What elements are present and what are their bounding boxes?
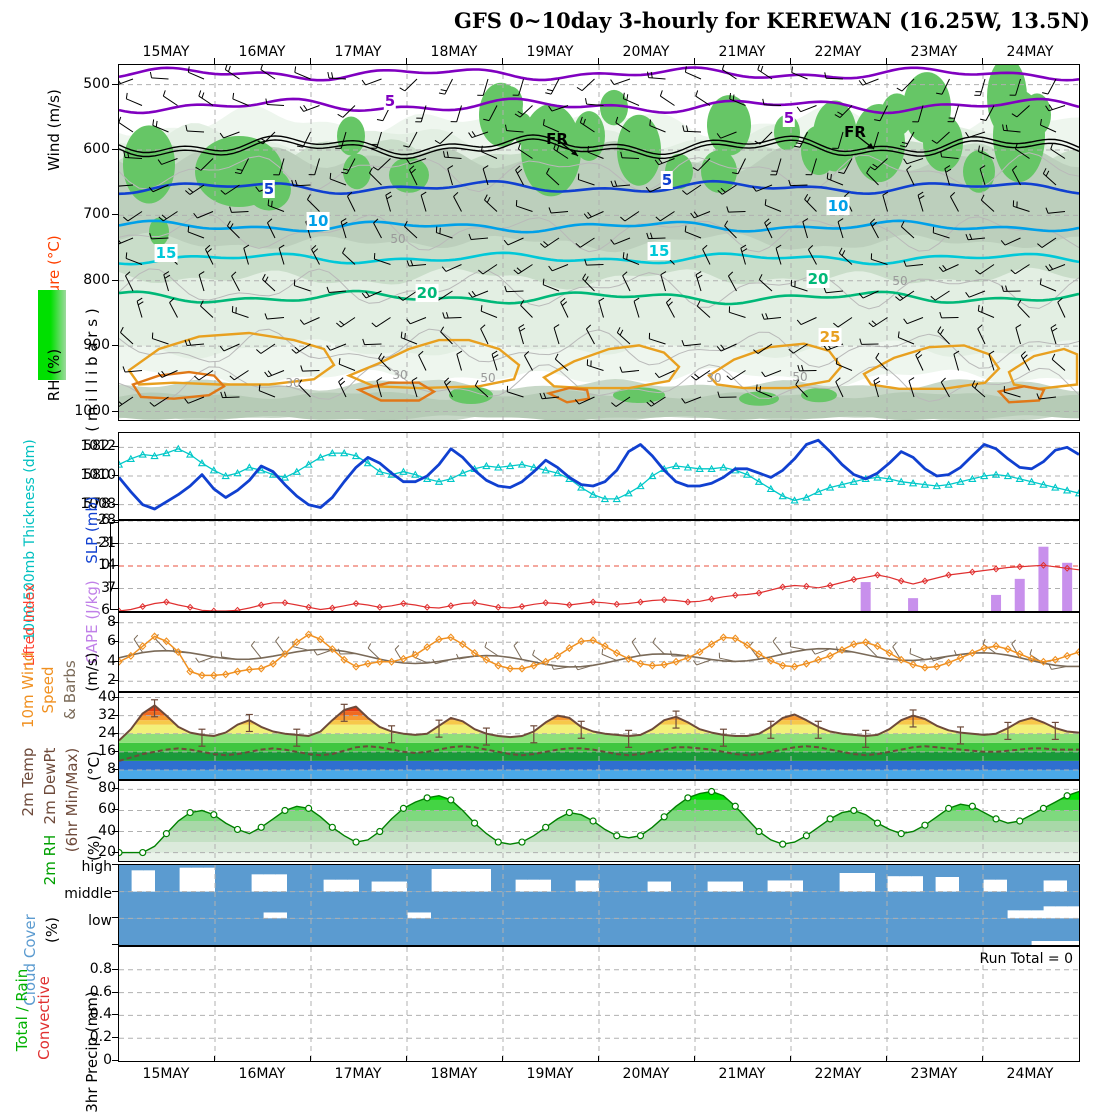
isotherm-label: 5 [384, 92, 396, 110]
label-dewpt2m: 2m DewPt [41, 748, 59, 825]
rh-contour-label: 30 [706, 371, 721, 385]
rh-contour-label: 50 [390, 232, 405, 246]
isotherm-label: 20 [807, 270, 830, 288]
upper-air-plot [119, 65, 1079, 420]
label-minmax: (6hr Min/Max) [63, 748, 81, 852]
label-slp: SLP (mb) [83, 496, 101, 564]
isotherm-label: 20 [416, 284, 439, 302]
cloud-row-label: middle [40, 886, 112, 902]
cloud-cover-panel [118, 864, 1080, 946]
x-axis-label-top: 17MAY [335, 44, 382, 60]
slp-thickness-plot [119, 433, 1079, 519]
slp-thickness-panel [118, 432, 1080, 520]
rh-contour-label: 30 [392, 368, 407, 382]
x-axis-label-bottom: 21MAY [719, 1066, 766, 1082]
x-axis-label-bottom: 22MAY [815, 1066, 862, 1082]
x-axis-label-top: 16MAY [239, 44, 286, 60]
temp2m-panel [118, 692, 1080, 780]
label-rh2m-units: (%) [85, 835, 103, 861]
cloud-cover-plot [119, 865, 1079, 945]
precip-plot [119, 947, 1079, 1061]
x-axis-label-bottom: 20MAY [623, 1066, 670, 1082]
rh2m-plot [119, 781, 1079, 861]
pressure-tick-label: 500 [62, 76, 110, 92]
label-temp2m: 2m Temp [19, 748, 37, 817]
precip-tick-label: 0.4 [50, 1006, 112, 1022]
isotherm-label: 5 [263, 180, 275, 198]
x-axis-label-top: 18MAY [431, 44, 478, 60]
isotherm-label: 15 [155, 244, 178, 262]
legend-rh: RH (%) [45, 349, 63, 401]
precip-tick-label: 0.2 [50, 1029, 112, 1045]
isotherm-label: 10 [307, 212, 330, 230]
precip-tick-label: 0.8 [50, 961, 112, 977]
rh-contour-label: 30 [285, 376, 300, 390]
slp-tick-label: 1010 [56, 467, 116, 483]
pressure-tick-label: 800 [62, 272, 110, 288]
wind10m-panel [118, 612, 1080, 692]
x-axis-label-top: 23MAY [911, 44, 958, 60]
slp-tick-label: 1012 [56, 438, 116, 454]
pressure-tick-label: 600 [62, 141, 110, 157]
label-wind10m-c: & Barbs [61, 660, 79, 719]
label-precip-total: Total / Rain [13, 969, 31, 1052]
label-wind10m-units: (m/s) [83, 652, 101, 691]
label-precip-conv: Convective [35, 976, 53, 1060]
rh2m-panel [118, 780, 1080, 862]
run-total-label: Run Total = 0 [979, 951, 1073, 967]
temp2m-tick-label: 24 [56, 725, 116, 741]
label-wind10m-a: 10m Wind [19, 652, 37, 728]
label-cloud-units: (%) [43, 917, 61, 943]
temp2m-plot [119, 693, 1079, 779]
lifted-index-cape-plot [119, 521, 1079, 611]
page-title: GFS 0~10day 3-hourly for KEREWAN (16.25W… [0, 8, 1090, 33]
isotherm-label: 15 [648, 242, 671, 260]
precip-tick-label: 0.6 [50, 984, 112, 1000]
x-axis-label-bottom: 17MAY [335, 1066, 382, 1082]
lifted-index-cape-panel [118, 520, 1080, 612]
label-rh2m: 2m RH [41, 835, 59, 886]
x-axis-label-bottom: 16MAY [239, 1066, 286, 1082]
label-wind10m-b: Speed [39, 666, 57, 713]
label-temp-units: (°C) [85, 751, 103, 781]
label-precip: 3hr Precip (mm) [83, 991, 101, 1112]
isotherm-label: 10 [827, 197, 850, 215]
x-axis-label-top: 15MAY [143, 44, 190, 60]
rh-contour-label: 50 [792, 370, 807, 384]
x-axis-label-top: 24MAY [1007, 44, 1054, 60]
upper-air-panel [118, 64, 1080, 421]
x-axis-label-top: 19MAY [527, 44, 574, 60]
x-axis-label-top: 21MAY [719, 44, 766, 60]
pressure-tick-label: 700 [62, 206, 110, 222]
x-axis-label-bottom: 18MAY [431, 1066, 478, 1082]
x-axis-label-bottom: 15MAY [143, 1066, 190, 1082]
rh-contour-label: 50 [892, 274, 907, 288]
x-axis-label-bottom: 23MAY [911, 1066, 958, 1082]
precip-tick-label: 0 [50, 1052, 112, 1068]
isotherm-label: 5 [661, 171, 673, 189]
rh-contour-label: 50 [480, 371, 495, 385]
x-axis-label-top: 20MAY [623, 44, 670, 60]
x-axis-label-bottom: 19MAY [527, 1066, 574, 1082]
label-cape: CAPE (J/kg) [83, 580, 101, 663]
pressure-axis-label: ( m i l l i b a r s ) [83, 308, 101, 431]
isotherm-label: 5 [783, 109, 795, 127]
x-axis-label-bottom: 24MAY [1007, 1066, 1054, 1082]
legend-wind: Wind (m/s) [45, 89, 63, 171]
wind10m-plot [119, 613, 1079, 691]
precip-panel: Run Total = 0 [118, 946, 1080, 1062]
isotherm-label: 25 [819, 328, 842, 346]
x-axis-label-top: 22MAY [815, 44, 862, 60]
